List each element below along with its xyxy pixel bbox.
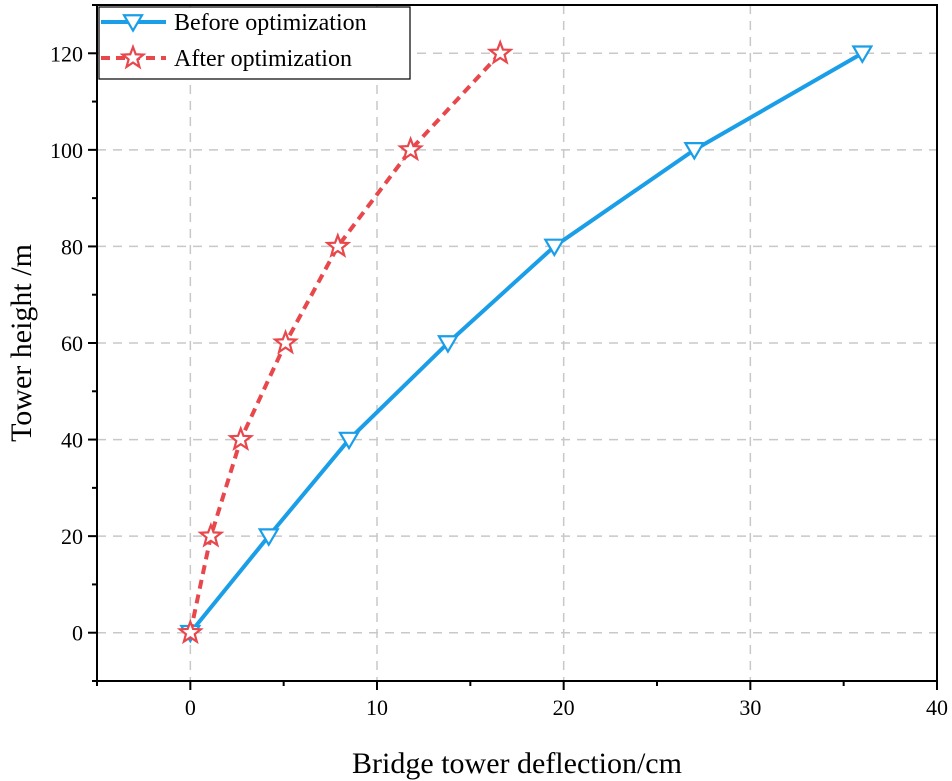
- legend-box: [98, 6, 411, 80]
- legend-marker-before-optimization: [122, 14, 144, 33]
- data-point-after-optimization: [197, 521, 225, 548]
- y-tick-label: 120: [50, 41, 83, 66]
- x-tick-label: 40: [926, 695, 948, 720]
- legend-label-after-optimization: After optimization: [174, 46, 352, 72]
- x-tick-label: 0: [185, 695, 196, 720]
- y-axis-title: Tower height /m: [5, 244, 38, 442]
- series-layer: [176, 39, 874, 645]
- legend: Before optimization After optimization: [98, 6, 411, 80]
- data-point-before-optimization: [338, 431, 360, 451]
- data-point-before-optimization: [851, 45, 874, 65]
- y-tick-label: 0: [72, 621, 83, 646]
- data-point-after-optimization: [397, 135, 425, 162]
- y-tick-label: 80: [61, 234, 83, 259]
- data-point-after-optimization: [227, 425, 255, 452]
- y-tick-label: 40: [61, 428, 83, 453]
- data-point-before-optimization: [257, 528, 280, 547]
- grid-lines: [97, 5, 937, 681]
- data-point-after-optimization: [176, 618, 204, 645]
- x-tick-label: 10: [366, 695, 388, 720]
- data-point-after-optimization: [272, 328, 299, 355]
- axis-ticks: 0 10 20 30 40 0 20 40 60 80 100 120: [50, 4, 948, 720]
- y-tick-label: 60: [61, 331, 83, 356]
- y-tick-label: 20: [61, 524, 83, 549]
- legend-label-before-optimization: Before optimization: [174, 10, 367, 36]
- data-point-before-optimization: [437, 335, 459, 354]
- data-point-after-optimization: [486, 39, 514, 65]
- data-point-before-optimization: [683, 142, 706, 161]
- y-tick-label: 100: [50, 138, 83, 163]
- x-axis-title: Bridge tower deflection/cm: [352, 747, 682, 780]
- data-point-before-optimization: [543, 238, 566, 258]
- x-tick-label: 30: [739, 695, 761, 720]
- x-tick-label: 20: [553, 695, 575, 720]
- data-point-after-optimization: [324, 232, 352, 258]
- legend-marker-after-optimization: [119, 43, 147, 70]
